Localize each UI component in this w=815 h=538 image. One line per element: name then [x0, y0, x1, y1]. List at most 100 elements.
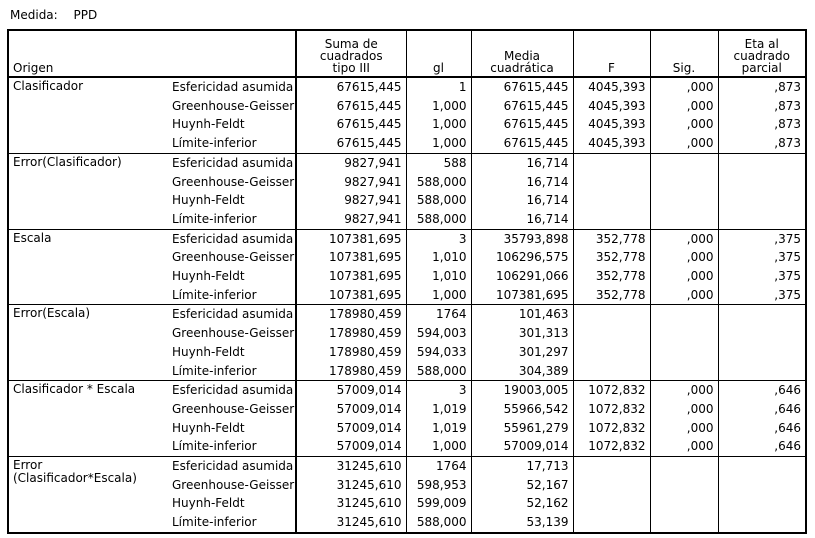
- f-cell: 1072,832: [572, 380, 650, 400]
- correction-cell: Límite-inferior: [172, 211, 257, 226]
- table-row: Huynh-Feldt 57009,014 1,019 55961,279 1072,8…: [8, 418, 806, 438]
- sig-cell: ,000: [649, 380, 718, 400]
- correction-cell: Huynh-Feldt: [172, 496, 245, 511]
- eta-cell: ,873: [717, 115, 806, 135]
- f-cell: [572, 172, 650, 192]
- correction-cell: Límite-inferior: [172, 515, 257, 530]
- sig-cell: [649, 494, 718, 514]
- sig-cell: [649, 324, 718, 343]
- header-f: F: [572, 30, 650, 78]
- ss-cell: 178980,459: [295, 342, 406, 362]
- gl-cell: 1,010: [405, 267, 471, 286]
- f-cell: [572, 475, 650, 495]
- ms-cell: 67615,445: [470, 77, 573, 97]
- source-label: Error(Escala): [13, 306, 91, 321]
- gl-cell: 1,010: [405, 248, 471, 268]
- ss-cell: 31245,610: [295, 456, 406, 476]
- correction-cell: Greenhouse-Geisser: [172, 250, 295, 265]
- ss-cell: 57009,014: [295, 437, 406, 457]
- ss-cell: 31245,610: [295, 513, 406, 533]
- correction-cell: Huynh-Feldt: [172, 344, 245, 359]
- table-row: Clasificador Esfericidad asumida 67615,445…: [8, 77, 806, 97]
- source-label: Clasificador * Escala: [13, 382, 136, 397]
- gl-cell: 588,000: [405, 513, 471, 533]
- f-cell: [572, 361, 650, 381]
- gl-cell: 1,000: [405, 96, 471, 116]
- ss-cell: 67615,445: [295, 77, 406, 97]
- table-row: Error (Clasificador*Escala) Esfericidad as…: [8, 456, 806, 533]
- ss-cell: 178980,459: [295, 304, 406, 325]
- gl-cell: 1764: [405, 456, 471, 476]
- measure-label: Medida:: [10, 8, 58, 22]
- correction-cell: Greenhouse-Geisser: [172, 401, 295, 416]
- anova-table: Origen Suma de cuadrados tipo III gl Med…: [7, 29, 807, 534]
- source-cell: Clasificador: [8, 77, 168, 153]
- correction-cell: Esfericidad asumida: [168, 380, 296, 400]
- ms-cell: 107381,695: [470, 285, 573, 305]
- f-cell: 1072,832: [572, 399, 650, 419]
- eta-cell: [717, 304, 806, 325]
- ms-cell: 52,167: [470, 475, 573, 495]
- gl-cell: 1764: [405, 304, 471, 325]
- table-row: Límite-inferior 57009,014 1,000 57009,014 10…: [8, 437, 806, 457]
- correction-cell: Límite-inferior: [172, 136, 257, 151]
- eta-cell: ,375: [717, 228, 806, 249]
- ms-cell: 55961,279: [470, 418, 573, 438]
- ss-cell: 107381,695: [295, 228, 406, 249]
- table-row: Greenhouse-Geisser 107381,695 1,010 106296,…: [8, 248, 806, 268]
- correction-cell: Huynh-Feldt: [172, 193, 245, 208]
- gl-cell: 588: [405, 152, 471, 173]
- f-cell: [572, 513, 650, 533]
- f-cell: [572, 152, 650, 173]
- ss-cell: 9827,941: [295, 152, 406, 173]
- ms-cell: 55966,542: [470, 399, 573, 419]
- ss-cell: 9827,941: [295, 172, 406, 192]
- correction-cell: Esfericidad asumida: [172, 80, 294, 94]
- table-row: Huynh-Feldt 31245,610 599,009 52,162: [8, 494, 806, 514]
- table-row: Huynh-Feldt 107381,695 1,010 106291,066 352,…: [8, 267, 806, 286]
- gl-cell: 598,953: [405, 475, 471, 495]
- header-gl: gl: [405, 30, 471, 78]
- ms-cell: 67615,445: [470, 96, 573, 116]
- f-cell: [572, 191, 650, 210]
- sig-cell: [649, 172, 718, 192]
- ms-cell: 53,139: [470, 513, 573, 533]
- eta-cell: [717, 324, 806, 343]
- sig-cell: ,000: [649, 267, 718, 286]
- correction-cell: Esfericidad asumida: [168, 228, 296, 249]
- gl-cell: 1,000: [405, 437, 471, 457]
- source-cell: Error (Clasificador*Escala): [8, 456, 168, 533]
- table-row: Greenhouse-Geisser 31245,610 598,953 52,167: [8, 475, 806, 495]
- eta-cell: [717, 209, 806, 230]
- table-row: Greenhouse-Geisser 9827,941 588,000 16,714: [8, 172, 806, 192]
- ss-cell: 107381,695: [295, 267, 406, 286]
- ms-cell: 301,313: [470, 324, 573, 343]
- sig-cell: [649, 304, 718, 325]
- correction-cell: Esfericidad asumida: [168, 152, 296, 173]
- table-row: Error(Clasificador) Esfericidad asumida 98…: [8, 152, 806, 230]
- eta-cell: ,646: [717, 437, 806, 457]
- eta-cell: [717, 494, 806, 514]
- table-body: Clasificador Esfericidad asumida 67615,445…: [8, 77, 806, 533]
- source-label: Clasificador: [13, 79, 84, 93]
- f-cell: [572, 494, 650, 514]
- header-correction: [168, 30, 296, 78]
- sig-cell: [649, 191, 718, 210]
- gl-cell: 588,000: [405, 361, 471, 381]
- sig-cell: [649, 475, 718, 495]
- gl-cell: 594,033: [405, 342, 471, 362]
- correction-cell: Greenhouse-Geisser: [172, 477, 295, 492]
- gl-cell: 594,003: [405, 324, 471, 343]
- table-row: Huynh-Feldt 67615,445 1,000 67615,445 4045,3…: [8, 115, 806, 135]
- table-row: Límite-inferior 178980,459 588,000 304,389: [8, 361, 806, 381]
- table-row: Greenhouse-Geisser 57009,014 1,019 55966,54…: [8, 399, 806, 419]
- f-cell: [572, 209, 650, 230]
- sig-cell: ,000: [649, 248, 718, 268]
- ss-cell: 57009,014: [295, 380, 406, 400]
- f-cell: 352,778: [572, 285, 650, 305]
- sig-cell: ,000: [649, 285, 718, 305]
- ms-cell: 16,714: [470, 172, 573, 192]
- table-row: Huynh-Feldt 178980,459 594,033 301,297: [8, 342, 806, 362]
- eta-cell: [717, 342, 806, 362]
- correction-cell: Greenhouse-Geisser: [172, 98, 295, 113]
